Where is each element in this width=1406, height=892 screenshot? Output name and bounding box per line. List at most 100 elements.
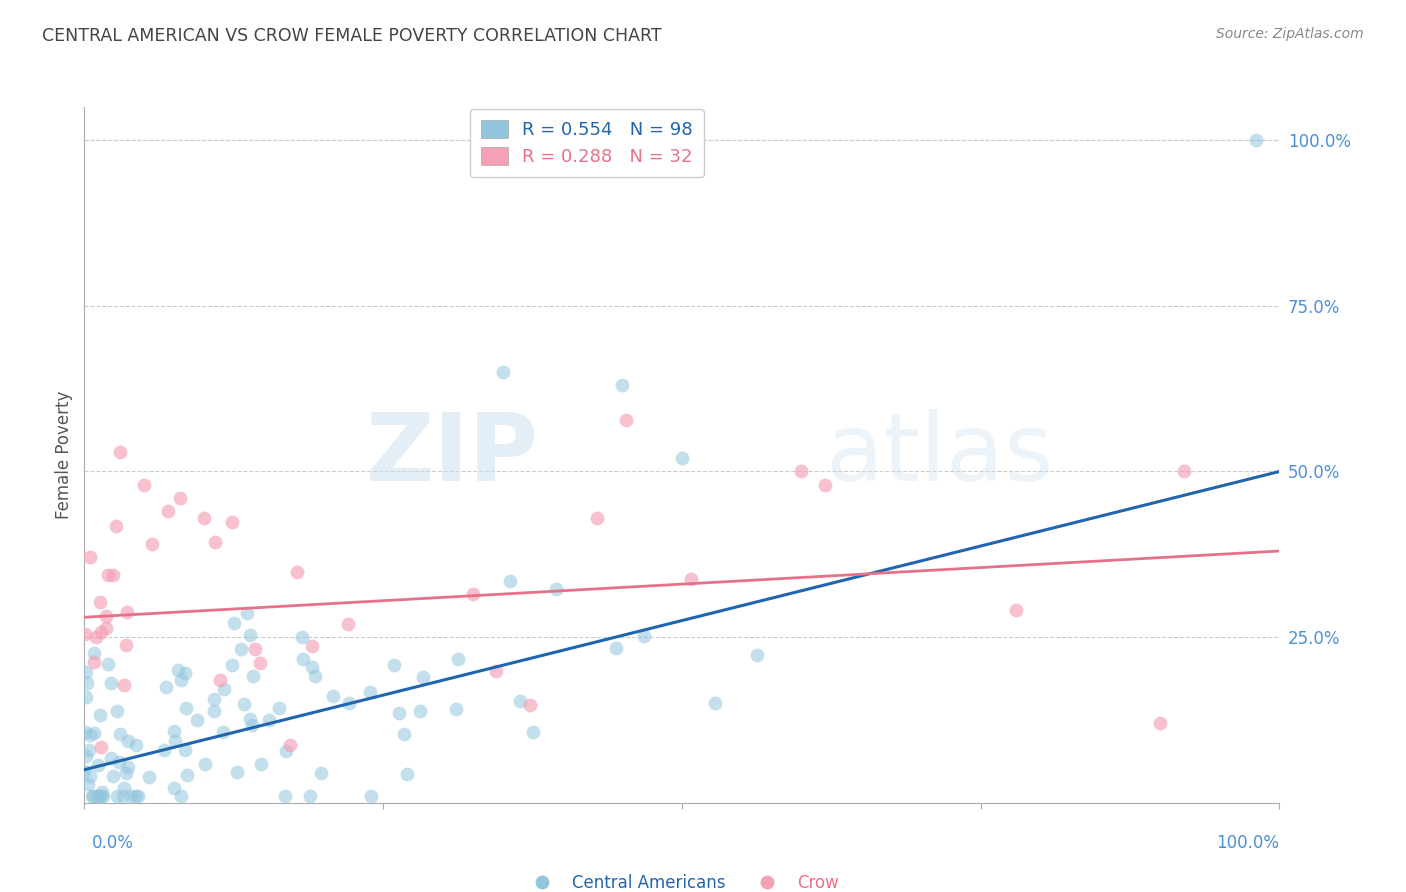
Point [89, 595, 111, 609]
Point [104, 519, 127, 533]
Point [194, 757, 217, 772]
Point [274, 789, 297, 804]
Point [170, 789, 193, 804]
Point [89, 708, 111, 723]
Point [745, 648, 768, 662]
Point [499, 574, 522, 589]
Point [90, 624, 112, 639]
Point [291, 652, 314, 666]
Legend: Central Americans, Crow: Central Americans, Crow [519, 868, 845, 892]
Point [90, 739, 112, 754]
Point [86, 758, 108, 772]
Point [90, 789, 112, 804]
Point [127, 789, 149, 804]
Point [214, 682, 236, 697]
Point [193, 511, 215, 525]
Point [336, 616, 359, 631]
Point [522, 725, 544, 739]
Point [76, 675, 98, 690]
Point [77, 777, 100, 791]
Text: 100.0%: 100.0% [1216, 834, 1279, 852]
Point [229, 642, 252, 657]
Text: ZIP: ZIP [366, 409, 538, 501]
Point [278, 738, 301, 752]
Point [239, 712, 262, 726]
Text: 0.0%: 0.0% [91, 834, 134, 852]
Point [84, 631, 107, 645]
Point [86, 789, 108, 804]
Point [115, 638, 138, 652]
Point [107, 704, 129, 718]
Point [132, 477, 156, 491]
Point [75, 690, 97, 704]
Point [461, 586, 484, 600]
Point [101, 769, 124, 783]
Point [285, 565, 308, 579]
Point [174, 665, 197, 680]
Point [679, 572, 702, 586]
Point [176, 767, 198, 781]
Point [633, 629, 655, 643]
Point [96, 621, 118, 635]
Point [301, 659, 323, 673]
Point [83, 726, 105, 740]
Point [309, 766, 332, 780]
Point [87, 789, 110, 804]
Point [614, 413, 637, 427]
Point [91, 789, 114, 804]
Point [225, 765, 247, 780]
Point [269, 701, 291, 715]
Point [259, 713, 281, 727]
Point [80, 789, 103, 804]
Point [586, 510, 609, 524]
Point [546, 582, 568, 597]
Point [110, 444, 132, 458]
Point [392, 727, 415, 741]
Point [101, 568, 124, 582]
Point [249, 657, 271, 671]
Point [112, 678, 135, 692]
Point [75, 627, 97, 641]
Point [152, 742, 174, 756]
Point [444, 702, 467, 716]
Point [610, 378, 633, 392]
Point [484, 665, 506, 679]
Point [138, 771, 160, 785]
Point [337, 696, 360, 710]
Point [605, 641, 627, 656]
Text: CENTRAL AMERICAN VS CROW FEMALE POVERTY CORRELATION CHART: CENTRAL AMERICAN VS CROW FEMALE POVERTY … [42, 27, 662, 45]
Point [117, 734, 139, 748]
Point [108, 755, 131, 769]
Point [360, 789, 382, 804]
Point [243, 642, 266, 657]
Point [274, 744, 297, 758]
Point [75, 749, 97, 764]
Y-axis label: Female Poverty: Female Poverty [55, 391, 73, 519]
Point [242, 669, 264, 683]
Point [1173, 465, 1195, 479]
Point [232, 697, 254, 711]
Point [173, 743, 195, 757]
Point [166, 663, 188, 677]
Point [100, 751, 122, 765]
Point [75, 665, 97, 679]
Point [141, 536, 163, 550]
Point [100, 676, 122, 690]
Point [204, 692, 226, 706]
Point [202, 704, 225, 718]
Point [298, 789, 321, 804]
Point [519, 698, 541, 712]
Text: Source: ZipAtlas.com: Source: ZipAtlas.com [1216, 27, 1364, 41]
Point [1005, 603, 1028, 617]
Point [235, 606, 257, 620]
Point [249, 756, 271, 771]
Point [79, 769, 101, 783]
Point [163, 734, 186, 748]
Point [409, 704, 432, 718]
Point [169, 673, 191, 687]
Point [174, 701, 197, 715]
Point [75, 724, 97, 739]
Point [97, 657, 120, 672]
Point [105, 789, 128, 804]
Point [97, 568, 120, 582]
